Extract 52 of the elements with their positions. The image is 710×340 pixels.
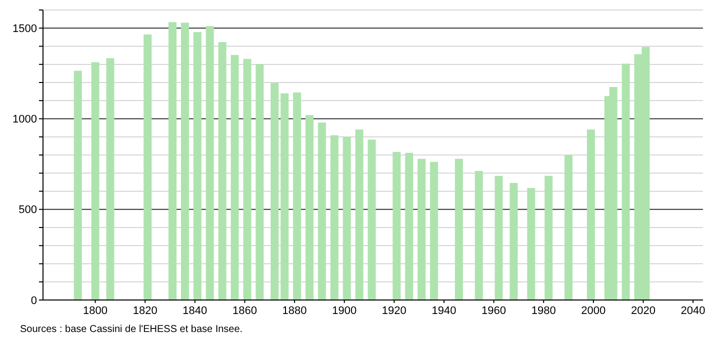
y-tick-label: 0 [30,294,37,307]
bar [392,152,401,300]
bar [586,129,595,300]
bar [206,26,214,300]
x-tick-label: 1800 [83,305,108,317]
bar [330,135,338,300]
y-tick-label: 1000 [12,114,37,126]
bar [527,188,536,300]
x-tick-label: 1860 [232,305,257,317]
x-tick-label: 1820 [132,305,158,317]
x-tick-label: 1920 [382,305,406,317]
bar [454,158,463,300]
x-tick-label: 1840 [182,305,208,317]
bar [474,170,483,300]
bar [270,83,279,300]
x-tick-label: 1980 [531,305,556,317]
x-tick-label: 1900 [332,305,357,317]
x-tick-label: 2020 [630,305,656,317]
bar [293,92,302,300]
bar [405,152,414,300]
bar [418,158,426,300]
bar [544,176,553,300]
bar [168,22,177,300]
x-tick-label: 1940 [432,305,456,317]
bar [256,64,264,300]
bar [368,140,376,300]
bar [180,22,189,300]
source-note: Sources : base Cassini de l'EHESS et base Insee. [20,324,243,335]
bar [355,129,364,300]
bar [230,54,239,300]
bar [622,64,630,300]
bar [243,58,252,300]
x-tick-label: 1960 [482,305,506,317]
bar [193,32,202,300]
bar [430,162,438,300]
bar [318,122,326,300]
x-tick-label: 2040 [680,305,706,317]
bar [91,62,100,300]
bar [342,136,351,300]
bar [74,70,82,300]
x-tick-label: 2000 [581,305,606,317]
bar [280,93,289,300]
x-tick-label: 1880 [282,305,307,317]
bar [144,34,152,300]
bar [494,176,503,300]
y-tick-label: 1500 [12,22,37,35]
y-tick-label: 500 [18,204,37,216]
bar [218,42,226,300]
bar [564,155,573,300]
bar [106,58,114,300]
bar [305,115,314,300]
bar [510,182,518,300]
